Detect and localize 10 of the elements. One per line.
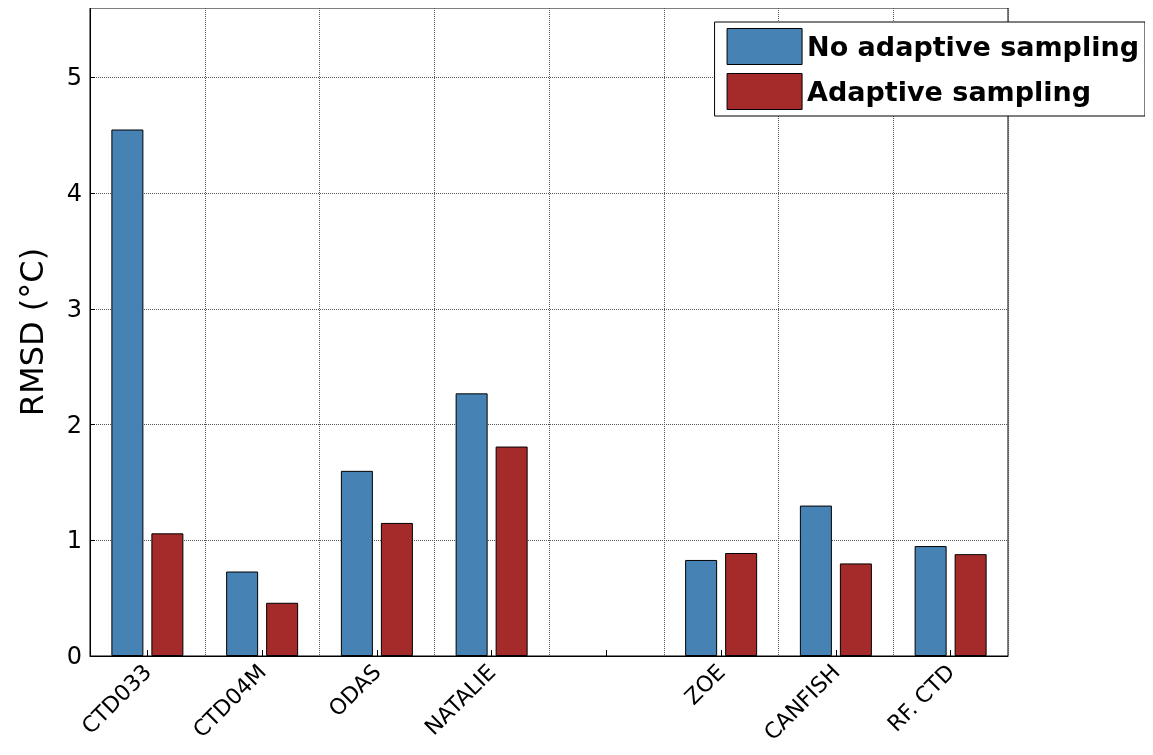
y-tick-label: 4 [66,179,82,208]
y-tick-label: 0 [66,642,82,670]
x-tick-label: RF. CTD [882,659,960,737]
y-tick-label: 1 [66,526,82,555]
y-tick-label: 5 [66,63,82,92]
y-tick-label: 3 [66,294,82,323]
legend-label: Adaptive sampling [807,76,1092,107]
legend-label: No adaptive sampling [807,31,1140,62]
y-axis-title: RMSD (°C) [13,247,51,417]
y-tick-label: 2 [66,410,82,439]
